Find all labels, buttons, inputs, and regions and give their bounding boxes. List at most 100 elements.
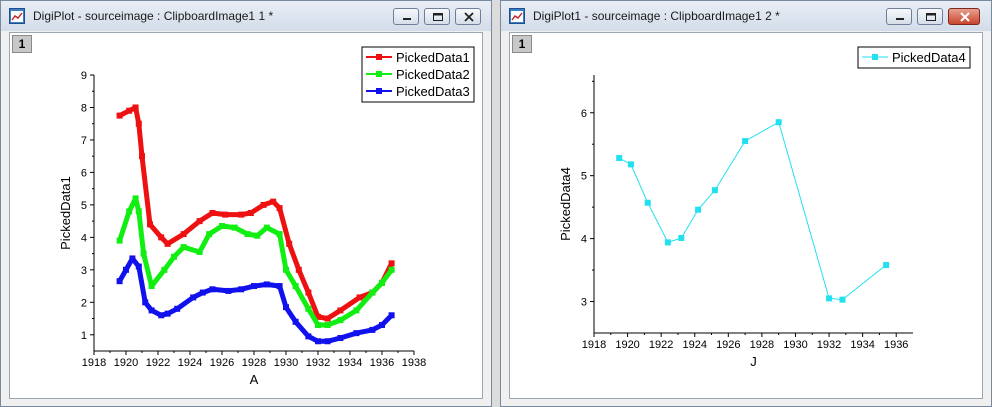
plot-window-1[interactable]: DigiPlot - sourceimage : ClipboardImage1… [0, 0, 492, 407]
data-point [238, 286, 245, 293]
legend-label: PickedData4 [892, 50, 966, 65]
data-point [148, 307, 155, 314]
data-point [270, 198, 277, 205]
x-tick-label: 1924 [682, 339, 706, 351]
data-point [315, 322, 321, 329]
data-point [664, 239, 671, 246]
data-point [305, 305, 312, 312]
data-point [337, 317, 344, 324]
data-point [337, 335, 344, 342]
data-point [126, 208, 133, 215]
data-point [209, 286, 216, 293]
x-tick-label: 1926 [716, 339, 740, 351]
data-point [295, 266, 302, 273]
chart-1[interactable]: 1918 1920 1922 1924 1926 1928 1930 1932 1934 1936… [10, 33, 484, 400]
data-point [132, 104, 139, 111]
x-tick-label: 1934 [338, 357, 362, 369]
legend-label: PickedData3 [396, 84, 470, 99]
series-line [618, 121, 887, 301]
graph-page[interactable]: 1 1918 1920 1922 1924 1926 1928 1930 1932 1934 19… [9, 32, 483, 399]
data-point [305, 333, 312, 340]
data-point [148, 283, 155, 290]
x-tick-label: 1936 [370, 357, 394, 369]
data-point [126, 107, 133, 114]
data-point [251, 283, 257, 290]
chart-2[interactable]: 1918 1920 1922 1924 1926 1928 1930 1932 1934 1936… [510, 33, 984, 400]
title-bar[interactable]: DigiPlot - sourceimage : ClipboardImage1… [1, 1, 491, 31]
data-point [206, 231, 213, 238]
data-point [356, 294, 363, 301]
data-point [180, 231, 187, 238]
x-tick-label: 1920 [114, 357, 138, 369]
window-title: DigiPlot - sourceimage : ClipboardImage1… [33, 9, 274, 23]
x-tick-label: 1918 [82, 357, 106, 369]
data-point [627, 161, 634, 168]
data-point [180, 244, 187, 251]
restore-button[interactable] [424, 8, 450, 25]
data-point [353, 330, 360, 337]
plot-window-2[interactable]: DigiPlot1 - sourceimage : ClipboardImage… [500, 0, 992, 407]
y-tick-label: 5 [81, 200, 87, 212]
data-point [129, 255, 136, 262]
data-point [260, 201, 267, 208]
data-point [263, 281, 270, 288]
data-point [315, 338, 321, 345]
graph-page[interactable]: 1 1918 1920 1922 1924 1926 1928 1930 1932 1934 19… [509, 32, 983, 399]
x-tick-label: 1936 [884, 339, 908, 351]
legend-marker [376, 88, 382, 94]
y-tick-label: 2 [81, 297, 87, 309]
y-tick-label: 1 [81, 330, 87, 342]
data-point [369, 289, 376, 296]
data-point [283, 266, 289, 273]
graph-window-icon [9, 8, 25, 24]
restore-button[interactable] [917, 8, 943, 25]
data-point [139, 153, 145, 160]
data-point [324, 315, 331, 322]
layer-indicator[interactable]: 1 [12, 35, 32, 53]
x-axis-label: J [750, 354, 757, 369]
data-point [142, 299, 149, 306]
data-point [826, 295, 833, 302]
title-bar[interactable]: DigiPlot1 - sourceimage : ClipboardImage… [501, 1, 991, 31]
x-tick-label: 1930 [783, 339, 807, 351]
data-point [199, 289, 206, 296]
data-point [379, 322, 385, 329]
y-tick-label: 4 [81, 232, 87, 244]
y-tick-label: 9 [81, 70, 87, 82]
data-point [135, 263, 142, 270]
data-point [388, 266, 395, 273]
data-point [678, 234, 685, 241]
layer-indicator[interactable]: 1 [512, 35, 532, 53]
legend-label: PickedData2 [396, 67, 470, 82]
y-tick-label: 5 [581, 171, 587, 183]
restore-icon [433, 13, 443, 21]
legend-marker [376, 71, 382, 77]
data-point [711, 187, 718, 194]
data-point [292, 283, 299, 290]
legend-marker [376, 54, 382, 60]
data-point [283, 304, 289, 311]
close-button[interactable] [948, 8, 980, 25]
data-point [209, 210, 216, 216]
data-point [305, 289, 312, 296]
data-point [123, 266, 129, 273]
data-point [190, 294, 197, 301]
minimize-icon [403, 18, 411, 20]
x-tick-label: 1932 [306, 357, 330, 369]
data-point [247, 210, 254, 216]
data-point [276, 205, 283, 212]
data-point [174, 305, 181, 312]
data-point [196, 218, 203, 225]
data-point [222, 211, 229, 218]
data-point [379, 279, 385, 286]
data-point [171, 253, 177, 260]
data-point [238, 211, 245, 218]
data-point [388, 260, 395, 267]
y-axis-label: PickedData4 [558, 167, 573, 241]
y-tick-label: 7 [81, 135, 87, 147]
minimize-button[interactable] [393, 8, 419, 25]
close-button[interactable] [455, 8, 481, 25]
x-axis-label: A [250, 372, 259, 387]
data-point [644, 199, 651, 206]
minimize-button[interactable] [886, 8, 912, 25]
